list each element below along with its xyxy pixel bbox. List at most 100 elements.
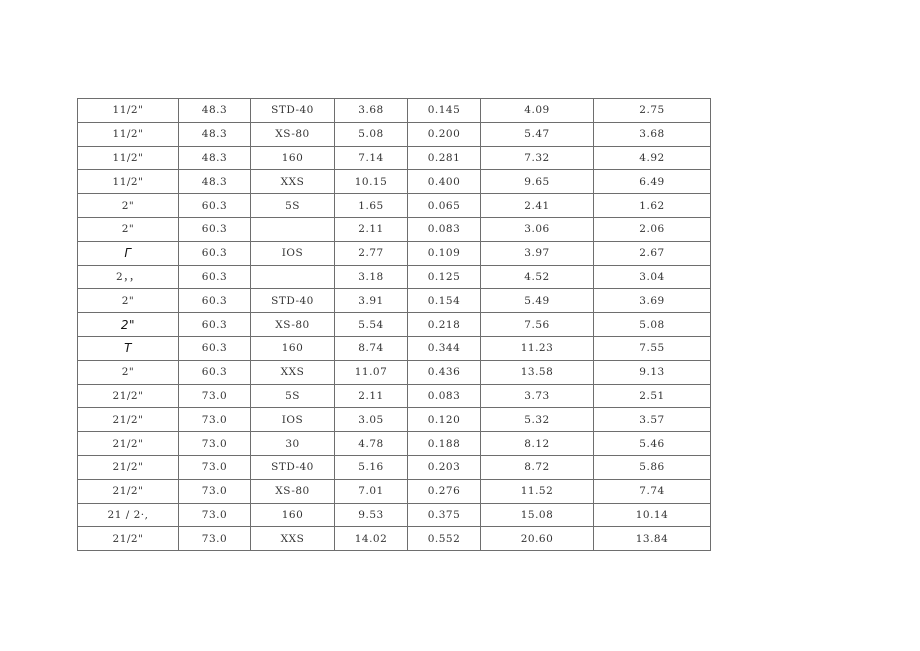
cell-wall-thickness-mm: 2.77 xyxy=(334,240,408,266)
cell-outside-diameter: 73.0 xyxy=(178,526,251,552)
table-row: 2" 60.3 2.11 0.083 3.06 2.06 xyxy=(77,216,711,242)
cell-schedule xyxy=(250,264,335,290)
cell-weight-a: 20.60 xyxy=(480,526,594,552)
cell-outside-diameter: 48.3 xyxy=(178,169,251,195)
pipe-schedule-table: 11/2" 48.3 STD-40 3.68 0.145 4.09 2.75 11/2" 48.… xyxy=(77,98,711,552)
cell-wall-thickness-mm: 7.14 xyxy=(334,145,408,171)
cell-weight-a: 3.97 xyxy=(480,240,594,266)
cell-wall-thickness-mm: 11.07 xyxy=(334,359,408,385)
cell-weight-b: 3.68 xyxy=(593,121,711,147)
cell-weight-b: 4.92 xyxy=(593,145,711,171)
cell-weight-a: 5.32 xyxy=(480,407,594,433)
cell-outside-diameter: 60.3 xyxy=(178,359,251,385)
cell-outside-diameter: 73.0 xyxy=(178,407,251,433)
table-row: 2，， 60.3 3.18 0.125 4.52 3.04 xyxy=(77,264,711,290)
table-row: 21 / 2·, 73.0 160 9.53 0.375 15.08 10.14 xyxy=(77,502,711,528)
cell-outside-diameter: 73.0 xyxy=(178,502,251,528)
cell-wall-thickness-mm: 5.54 xyxy=(334,312,408,337)
cell-schedule: STD-40 xyxy=(250,454,335,480)
cell-wall-thickness-in: 0.344 xyxy=(407,335,481,361)
cell-weight-b: 5.46 xyxy=(593,431,711,456)
cell-nominal-size: 21/2" xyxy=(77,383,179,409)
cell-wall-thickness-in: 0.083 xyxy=(407,216,481,242)
cell-wall-thickness-in: 0.154 xyxy=(407,288,481,314)
cell-outside-diameter: 60.3 xyxy=(178,264,251,290)
cell-weight-b: 2.67 xyxy=(593,240,711,266)
cell-schedule: XS-80 xyxy=(250,312,335,337)
cell-weight-a: 9.65 xyxy=(480,169,594,195)
cell-outside-diameter: 60.3 xyxy=(178,288,251,314)
cell-outside-diameter: 60.3 xyxy=(178,240,251,266)
cell-wall-thickness-in: 0.375 xyxy=(407,502,481,528)
cell-nominal-size: T xyxy=(77,335,179,361)
cell-weight-a: 8.12 xyxy=(480,431,594,456)
table-row: T 60.3 160 8.74 0.344 11.23 7.55 xyxy=(77,335,711,361)
cell-wall-thickness-in: 0.400 xyxy=(407,169,481,195)
cell-wall-thickness-in: 0.276 xyxy=(407,478,481,504)
cell-schedule: XS-80 xyxy=(250,121,335,147)
cell-weight-b: 1.62 xyxy=(593,193,711,218)
cell-wall-thickness-mm: 1.65 xyxy=(334,193,408,218)
cell-weight-a: 4.52 xyxy=(480,264,594,290)
cell-schedule: 160 xyxy=(250,145,335,171)
table-row: 21/2" 73.0 STD-40 5.16 0.203 8.72 5.86 xyxy=(77,454,711,480)
cell-weight-b: 2.51 xyxy=(593,383,711,409)
cell-outside-diameter: 48.3 xyxy=(178,98,251,123)
table-row: 2" 60.3 XS-80 5.54 0.218 7.56 5.08 xyxy=(77,312,711,337)
table-row: 2" 60.3 STD-40 3.91 0.154 5.49 3.69 xyxy=(77,288,711,314)
cell-wall-thickness-mm: 9.53 xyxy=(334,502,408,528)
cell-weight-b: 3.04 xyxy=(593,264,711,290)
cell-outside-diameter: 60.3 xyxy=(178,216,251,242)
cell-weight-a: 7.32 xyxy=(480,145,594,171)
cell-outside-diameter: 73.0 xyxy=(178,454,251,480)
cell-wall-thickness-in: 0.281 xyxy=(407,145,481,171)
cell-outside-diameter: 73.0 xyxy=(178,383,251,409)
cell-nominal-size: 21/2" xyxy=(77,431,179,456)
cell-wall-thickness-mm: 10.15 xyxy=(334,169,408,195)
cell-weight-a: 5.49 xyxy=(480,288,594,314)
cell-weight-a: 15.08 xyxy=(480,502,594,528)
cell-outside-diameter: 48.3 xyxy=(178,145,251,171)
cell-outside-diameter: 73.0 xyxy=(178,478,251,504)
cell-wall-thickness-in: 0.200 xyxy=(407,121,481,147)
table-row: 11/2" 48.3 XXS 10.15 0.400 9.65 6.49 xyxy=(77,169,711,195)
cell-weight-a: 11.23 xyxy=(480,335,594,361)
cell-weight-b: 2.75 xyxy=(593,98,711,123)
table-body: 11/2" 48.3 STD-40 3.68 0.145 4.09 2.75 11/2" 48.… xyxy=(77,98,711,552)
cell-wall-thickness-in: 0.436 xyxy=(407,359,481,385)
table-row: 2" 60.3 XXS 11.07 0.436 13.58 9.13 xyxy=(77,359,711,385)
cell-schedule: 160 xyxy=(250,335,335,361)
cell-schedule: IOS xyxy=(250,240,335,266)
cell-nominal-size: 2" xyxy=(77,312,179,337)
table-row: 11/2" 48.3 STD-40 3.68 0.145 4.09 2.75 xyxy=(77,98,711,123)
cell-weight-a: 2.41 xyxy=(480,193,594,218)
cell-nominal-size: 21/2" xyxy=(77,526,179,552)
cell-outside-diameter: 60.3 xyxy=(178,335,251,361)
cell-weight-b: 5.86 xyxy=(593,454,711,480)
cell-nominal-size: 11/2" xyxy=(77,98,179,123)
cell-weight-b: 13.84 xyxy=(593,526,711,552)
cell-schedule: IOS xyxy=(250,407,335,433)
cell-outside-diameter: 73.0 xyxy=(178,431,251,456)
cell-nominal-size: 11/2" xyxy=(77,145,179,171)
cell-schedule: XXS xyxy=(250,169,335,195)
cell-weight-b: 5.08 xyxy=(593,312,711,337)
table-row: Γ 60.3 IOS 2.77 0.109 3.97 2.67 xyxy=(77,240,711,266)
cell-wall-thickness-mm: 2.11 xyxy=(334,383,408,409)
cell-weight-a: 8.72 xyxy=(480,454,594,480)
cell-wall-thickness-in: 0.203 xyxy=(407,454,481,480)
cell-wall-thickness-mm: 3.68 xyxy=(334,98,408,123)
cell-wall-thickness-in: 0.109 xyxy=(407,240,481,266)
table-row: 21/2" 73.0 XS-80 7.01 0.276 11.52 7.74 xyxy=(77,478,711,504)
cell-schedule: STD-40 xyxy=(250,98,335,123)
cell-weight-a: 3.06 xyxy=(480,216,594,242)
cell-outside-diameter: 60.3 xyxy=(178,312,251,337)
cell-nominal-size: 2" xyxy=(77,288,179,314)
cell-wall-thickness-mm: 14.02 xyxy=(334,526,408,552)
cell-wall-thickness-mm: 7.01 xyxy=(334,478,408,504)
cell-schedule: STD-40 xyxy=(250,288,335,314)
cell-nominal-size: 21 / 2·, xyxy=(77,502,179,528)
cell-wall-thickness-in: 0.083 xyxy=(407,383,481,409)
cell-outside-diameter: 60.3 xyxy=(178,193,251,218)
cell-weight-b: 7.74 xyxy=(593,478,711,504)
